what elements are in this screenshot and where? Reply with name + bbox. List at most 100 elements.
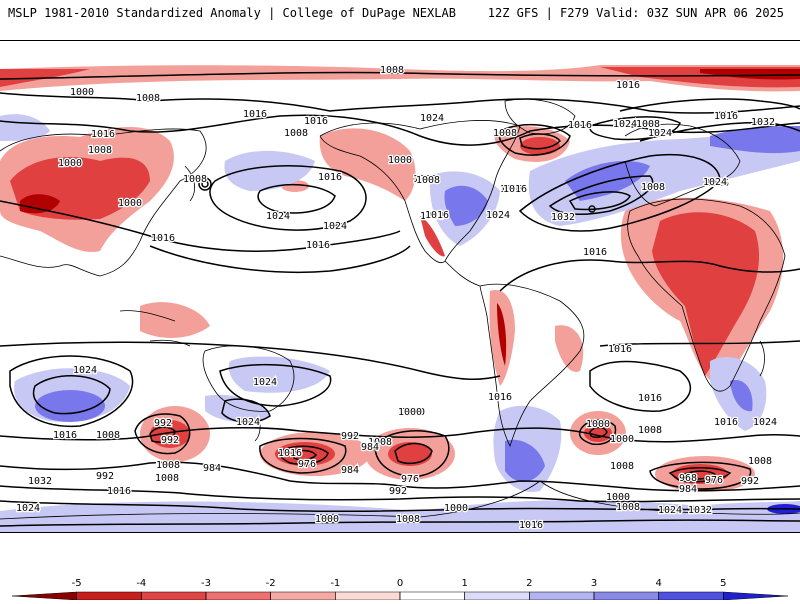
isobar-label: 992 — [341, 431, 359, 442]
anomaly-pos-s-america-core — [505, 439, 545, 482]
colorbar-tick-label: 4 — [655, 578, 661, 589]
isobar-label: 992 — [154, 418, 172, 429]
colorbar: -5 -4 -3 -2 -1 0 1 2 3 4 5 — [0, 568, 800, 601]
isobar-label: 1008 — [500, 184, 524, 195]
isobar-sh-low-ring-5 — [649, 461, 752, 490]
isobar-ne-atlantic — [619, 98, 800, 112]
colorbar-tick-label: 3 — [591, 578, 597, 589]
colorbar-segment — [205, 591, 271, 601]
colorbar-segments — [11, 591, 789, 601]
colorbar-segment — [11, 591, 77, 601]
anomaly-andes-core — [497, 303, 507, 366]
isobar-label: 1016 — [705, 178, 729, 189]
isobar-sh-low-ring-4b — [589, 426, 608, 438]
isobar-label: 984 — [341, 465, 359, 476]
colorbar-tick-label: -2 — [266, 578, 276, 589]
colorbar-tick-marks — [76, 592, 724, 600]
isobar-label: 1000 — [70, 87, 94, 98]
isobar-label: 1000 — [315, 514, 339, 525]
isobar-label: 1000 — [58, 158, 82, 169]
isobar-nh-3 — [0, 200, 401, 252]
isobar-label: 1000 — [586, 419, 610, 430]
isobar-label: 1008 — [413, 174, 437, 185]
anomaly-arctic-core — [700, 69, 800, 80]
isobar-arctic — [0, 71, 800, 80]
isobar-label: 1016 — [425, 210, 449, 221]
isobar-atlantic-ring — [568, 191, 631, 211]
coast-europe — [624, 123, 741, 207]
isobar-label: 984 — [203, 463, 221, 474]
isobar-label: 1024 — [323, 221, 347, 232]
colorbar-segment — [723, 591, 789, 601]
anomaly-caribbean — [140, 302, 210, 338]
isobar-sh-low-ring-3b — [394, 442, 433, 464]
isobar-w-pacific-low — [198, 177, 212, 191]
anomaly-pos-e-us-mid — [444, 185, 488, 226]
isobar-label: 1008 — [156, 460, 180, 471]
isobar-pacific-high — [209, 165, 367, 231]
isobar-label: 1024 — [648, 128, 672, 139]
isobar-label: 1008 — [284, 128, 308, 139]
isobar-sh-low-ring-1 — [134, 413, 191, 455]
isobar-label: 1000 — [606, 492, 630, 503]
isobar-sh-low-ring-1b — [149, 426, 176, 443]
isobar-label: 1024 — [753, 417, 777, 428]
isobar-atlantic-center — [588, 205, 596, 213]
isobar-label: 984 — [361, 442, 379, 453]
isobar-label: 1000 — [388, 155, 412, 166]
isobar-label: 1016 — [278, 448, 302, 459]
isobar-label: 1016 — [519, 520, 543, 531]
colorbar-segment — [399, 591, 465, 601]
coast-new-zealand — [254, 415, 261, 442]
anomaly-pos-pacific — [224, 150, 315, 191]
isobar-label: 1016 — [243, 109, 267, 120]
isobar-label: 1032 — [688, 505, 712, 516]
coastlines — [0, 98, 800, 520]
anomaly-mexico — [420, 216, 445, 257]
isobar-ne-3 — [639, 121, 800, 142]
isobar-indian-high — [589, 360, 692, 412]
anomaly-asia-core — [20, 194, 60, 214]
isobar-sh-low-ring-4 — [578, 419, 617, 446]
isobar-label: 1024 — [613, 119, 637, 130]
anomaly-shading — [0, 65, 800, 532]
isobar-label: 1016 — [488, 392, 512, 403]
coast-central-america — [444, 260, 481, 287]
anomaly-arctic-negative — [0, 65, 800, 92]
isobar-nh-2 — [0, 114, 800, 146]
isobar-n-atlantic-low — [498, 123, 571, 156]
isobar-s-pacific-high — [9, 355, 134, 428]
coast-south-america — [479, 283, 585, 448]
isobar-label: 1024 — [703, 177, 727, 188]
isobar-label: 1016 — [318, 172, 342, 183]
isobar-label: 976 — [401, 474, 419, 485]
coast-africa — [627, 198, 786, 392]
isobar-label: 1008 — [396, 514, 420, 525]
isobar-n-atlantic-low-2 — [519, 133, 561, 150]
isobar-label: 1016 — [503, 184, 527, 195]
isobar-label: 1024 — [658, 505, 682, 516]
isobar-label: 1000 — [118, 198, 142, 209]
coast-indonesia — [119, 310, 191, 347]
anomaly-pos-w-edge — [0, 114, 50, 141]
coast-antarctica — [0, 480, 800, 520]
anomaly-s-america-east — [555, 325, 584, 372]
colorbar-canvas: -5 -4 -3 -2 -1 0 1 2 3 4 5 — [11, 578, 789, 601]
coast-japan — [184, 165, 195, 202]
isobar-label: 1024 — [236, 417, 260, 428]
isobar-label: 1016 — [583, 247, 607, 258]
isobar-sh-ring-1 — [0, 461, 800, 492]
map-title: MSLP 1981-2010 Standardized Anomaly | Co… — [8, 6, 456, 20]
isobar-label: 1032 — [751, 117, 775, 128]
colorbar-tick-label: -1 — [330, 578, 340, 589]
colorbar-tick-label: 0 — [397, 578, 403, 589]
anomaly-map: 1008 1000 1016 1008 1016 1024 1016 1008 1016 1024… — [0, 40, 800, 533]
isobar-label: 1000 — [398, 407, 422, 418]
isobar-label: 1024 — [266, 211, 290, 222]
isobar-label: 1024 — [16, 503, 40, 514]
isobar-label: 992 — [741, 476, 759, 487]
isobar-label: 1008 — [636, 119, 660, 130]
isobar-label: 1016 — [306, 240, 330, 251]
isobar-label: 1000 — [401, 407, 425, 418]
